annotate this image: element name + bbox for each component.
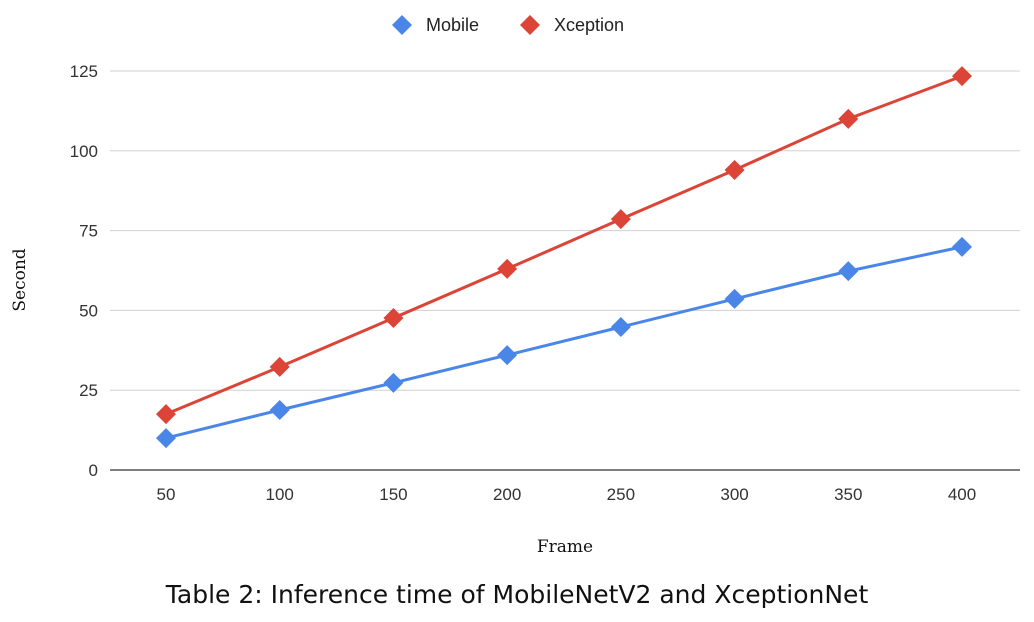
data-point bbox=[269, 399, 290, 420]
y-tick-label: 0 bbox=[89, 461, 98, 480]
data-point bbox=[610, 316, 631, 337]
x-tick-labels: 50 100 150 200 250 300 350 400 bbox=[157, 485, 977, 504]
series-line bbox=[165, 74, 963, 416]
data-point bbox=[838, 261, 859, 282]
data-point bbox=[724, 159, 745, 180]
y-tick-label: 75 bbox=[79, 222, 98, 241]
figure-caption: Table 2: Inference time of MobileNetV2 a… bbox=[165, 580, 869, 609]
data-point bbox=[952, 236, 972, 257]
legend-label: Mobile bbox=[426, 15, 479, 35]
y-tick-labels: 0 25 50 75 100 125 bbox=[70, 62, 98, 480]
y-tick-label: 25 bbox=[79, 381, 98, 400]
legend-marker bbox=[392, 15, 412, 35]
x-tick-label: 50 bbox=[157, 485, 176, 504]
x-axis-title: Frame bbox=[537, 537, 593, 557]
legend-label: Xception bbox=[554, 15, 624, 35]
gridlines bbox=[110, 70, 1020, 471]
y-tick-label: 100 bbox=[70, 142, 98, 161]
data-point bbox=[952, 66, 972, 87]
x-tick-label: 350 bbox=[834, 485, 862, 504]
data-point bbox=[383, 372, 404, 393]
data-point bbox=[610, 209, 631, 230]
data-point bbox=[269, 356, 290, 377]
data-point bbox=[156, 428, 176, 449]
series-layer bbox=[156, 66, 972, 449]
data-point bbox=[383, 308, 404, 329]
series-xception bbox=[156, 66, 972, 425]
x-tick-label: 200 bbox=[493, 485, 521, 504]
x-tick-label: 300 bbox=[720, 485, 748, 504]
data-point bbox=[497, 258, 518, 279]
data-point bbox=[156, 404, 176, 425]
data-point bbox=[724, 288, 745, 309]
y-tick-label: 125 bbox=[70, 62, 98, 81]
y-axis-title: Second bbox=[10, 248, 30, 311]
data-point bbox=[497, 345, 518, 366]
x-tick-label: 400 bbox=[948, 485, 976, 504]
x-tick-label: 150 bbox=[379, 485, 407, 504]
legend: Mobile Xception bbox=[392, 15, 624, 35]
x-tick-label: 250 bbox=[607, 485, 635, 504]
x-tick-label: 100 bbox=[266, 485, 294, 504]
series-mobile bbox=[156, 236, 972, 449]
series-line bbox=[165, 245, 963, 440]
data-point bbox=[838, 108, 859, 129]
y-tick-label: 50 bbox=[79, 301, 98, 320]
legend-marker bbox=[520, 15, 540, 35]
